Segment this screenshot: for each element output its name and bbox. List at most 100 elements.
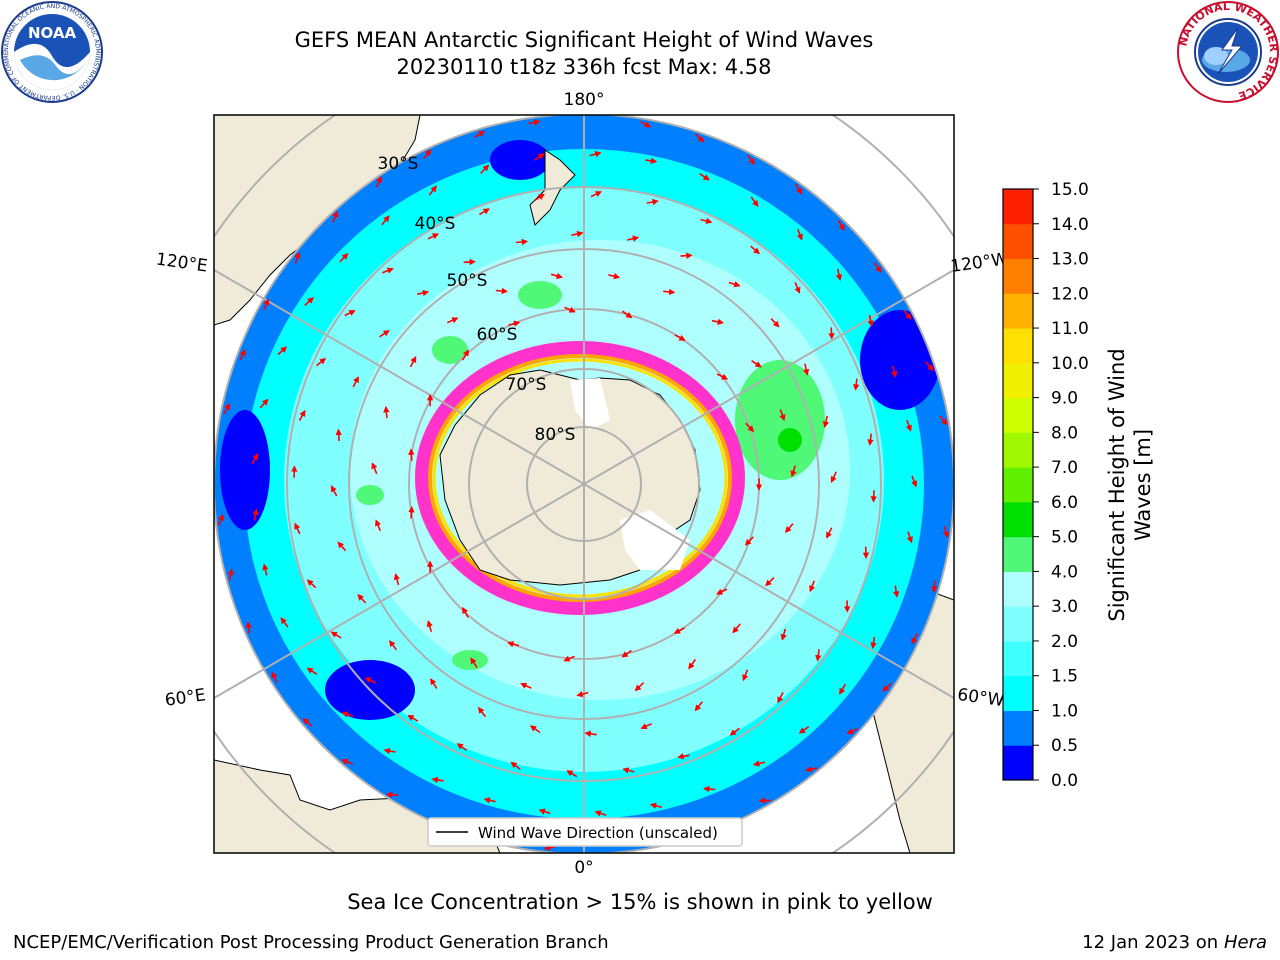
wind-wave-arrow: [677, 753, 690, 760]
colorbar-segment: [1003, 293, 1033, 329]
svg-text:NOAA: NOAA: [28, 24, 77, 42]
colorbar-tick-label: 0.0: [1051, 771, 1078, 791]
wind-wave-arrow: [571, 230, 584, 238]
wind-wave-arrow: [911, 633, 918, 645]
lon-label-180: 180°: [564, 90, 605, 110]
wind-wave-arrow: [371, 462, 378, 475]
wind-wave-arrow: [304, 297, 314, 306]
wind-wave-arrow: [770, 318, 780, 328]
wind-wave-arrow: [777, 692, 784, 704]
wind-wave-arrow: [239, 349, 246, 361]
colorbar-segment: [1003, 745, 1033, 781]
wind-wave-arrow: [306, 579, 317, 589]
wind-wave-arrow: [728, 281, 741, 288]
wind-wave-arrow: [694, 701, 703, 712]
wind-wave-arrow: [742, 669, 749, 682]
wind-wave-arrow: [779, 409, 786, 422]
wind-wave-arrow: [474, 130, 485, 138]
colorbar-segment: [1003, 467, 1033, 503]
lon-label-60w: 60°W: [956, 685, 1005, 711]
wind-wave-arrow: [822, 415, 830, 428]
wind-wave-arrow: [407, 714, 419, 722]
wind-wave-arrow: [608, 273, 621, 280]
wind-wave-arrow: [337, 541, 347, 552]
colorbar-tick-label: 15.0: [1051, 180, 1089, 200]
wind-wave-arrow: [867, 433, 874, 446]
wind-wave-arrow: [431, 776, 444, 784]
wind-wave-arrow: [688, 659, 697, 670]
wind-wave-arrow: [790, 465, 797, 478]
colorbar-tick-label: 3.0: [1051, 597, 1078, 617]
wind-wave-arrow: [939, 415, 948, 426]
wind-wave-arrow: [745, 422, 755, 433]
colorbar-segment: [1003, 710, 1033, 746]
wind-wave-arrow: [446, 317, 459, 324]
wind-wave-arrow: [564, 306, 576, 313]
wind-wave-arrow: [375, 176, 382, 188]
wind-wave-arrow: [699, 173, 710, 181]
wind-wave-arrow: [905, 419, 912, 432]
colorbar-tick-label: 0.5: [1051, 736, 1078, 756]
wind-wave-arrow: [409, 355, 417, 368]
wind-wave-arrow: [383, 405, 390, 419]
wind-wave-arrow: [277, 346, 288, 356]
colorbar-tick-label: 1.0: [1051, 701, 1078, 721]
wind-wave-arrow: [383, 747, 396, 755]
wind-wave-arrow: [262, 563, 269, 576]
wind-wave-arrow: [751, 360, 762, 368]
wind-wave-arrow: [830, 471, 837, 483]
wind-wave-arrow: [251, 453, 259, 465]
wind-wave-arrow: [563, 655, 575, 662]
wind-wave-arrow: [911, 475, 918, 488]
colorbar-tick-label: 2.0: [1051, 632, 1078, 652]
wind-wave-arrow: [798, 725, 810, 734]
wind-wave-arrow: [227, 568, 234, 581]
wind-wave-arrow: [495, 287, 509, 295]
sea-ice-caption: Sea Ice Concentration > 15% is shown in …: [347, 890, 933, 914]
wind-wave-arrow: [417, 289, 430, 297]
wind-wave-arrow: [925, 361, 934, 372]
wind-wave-arrow: [594, 810, 607, 817]
wind-wave-arrow: [510, 761, 521, 770]
lat-label-80s: 80°S: [535, 425, 576, 445]
wind-wave-arrow: [805, 766, 818, 773]
wind-wave-arrow: [217, 513, 224, 526]
wind-wave-arrow: [826, 527, 833, 539]
wind-wave-arrow: [382, 267, 394, 274]
wind-wave-arrow: [846, 728, 859, 735]
lat-label-40s: 40°S: [415, 214, 456, 234]
wind-wave-arrow: [515, 238, 529, 246]
wind-wave-arrow: [428, 185, 438, 196]
lat-label-50s: 50°S: [447, 271, 488, 291]
wind-wave-arrow: [294, 251, 301, 264]
colorbar-tick-label: 12.0: [1051, 284, 1089, 304]
wind-wave-arrow: [796, 228, 803, 241]
colorbar-segment: [1003, 432, 1033, 468]
colorbar-segment: [1003, 606, 1033, 642]
wind-wave-arrow: [316, 357, 327, 367]
colorbar-segment: [1003, 536, 1033, 572]
wind-wave-arrow: [330, 485, 338, 497]
colorbar-tick-label: 10.0: [1051, 354, 1089, 374]
wind-wave-arrow: [332, 210, 339, 223]
wind-wave-arrow: [716, 373, 729, 380]
wind-wave-arrow: [795, 183, 803, 195]
colorbar-segment: [1003, 640, 1033, 677]
wind-wave-arrow: [750, 245, 760, 255]
wind-wave-arrow: [627, 235, 640, 242]
wind-wave-arrow: [426, 620, 433, 633]
wind-wave-arrow: [711, 318, 725, 325]
map-legend: Wind Wave Direction (unscaled): [427, 817, 743, 847]
wind-wave-arrow: [828, 327, 835, 340]
wind-wave-arrow: [906, 531, 913, 544]
wind-wave-arrow: [344, 310, 356, 317]
wind-wave-arrow: [470, 657, 478, 668]
wind-wave-arrow: [478, 208, 490, 216]
colorbar-segment: [1003, 189, 1033, 225]
map-title: GEFS MEAN Antarctic Significant Height o…: [294, 28, 874, 52]
colorbar-segment: [1003, 328, 1033, 364]
wind-wave-arrow: [389, 640, 398, 651]
wind-wave-arrow: [870, 636, 877, 650]
lon-label-120w: 120°W: [949, 249, 1009, 277]
